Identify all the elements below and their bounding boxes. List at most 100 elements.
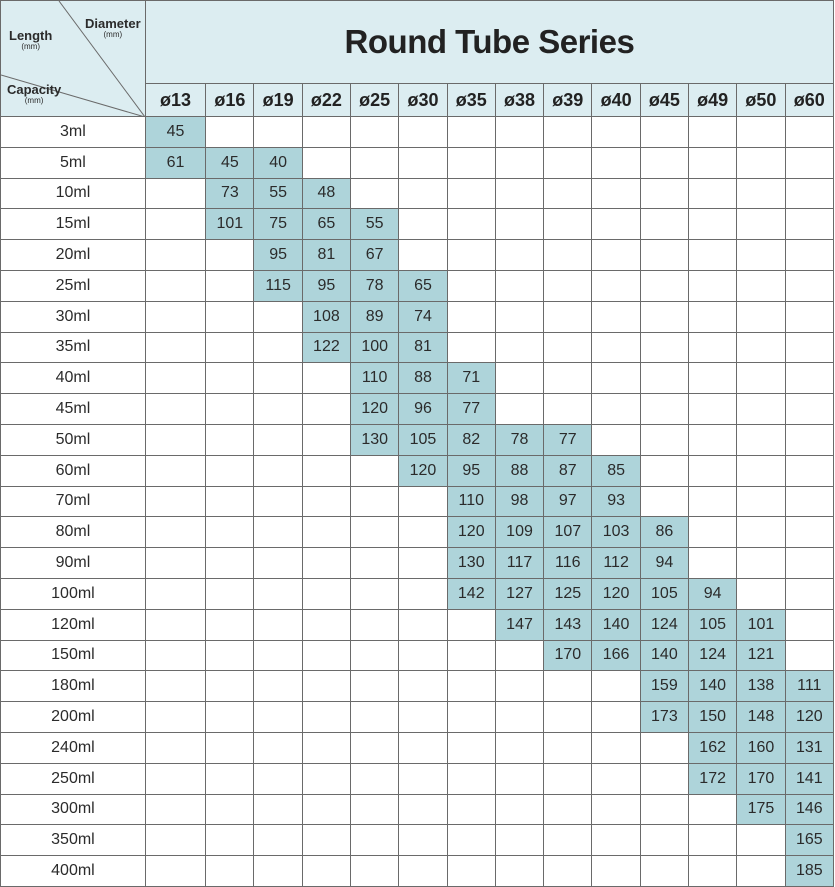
corner-diagonals [1, 1, 145, 116]
empty-cell [205, 731, 255, 764]
empty-cell [398, 762, 448, 795]
length-cell: 166 [591, 639, 641, 672]
length-cell: 107 [543, 516, 593, 549]
length-cell: 97 [543, 485, 593, 518]
empty-cell [301, 762, 352, 795]
empty-cell [253, 608, 303, 641]
capacity-label: Capacity (mm) [7, 82, 62, 105]
empty-cell [301, 423, 352, 456]
length-cell: 95 [446, 454, 496, 487]
empty-cell [144, 670, 207, 703]
empty-cell [543, 362, 593, 395]
empty-cell [253, 547, 303, 579]
empty-cell [639, 239, 690, 271]
empty-cell [350, 577, 400, 610]
empty-cell [736, 362, 786, 395]
empty-cell [301, 639, 352, 672]
empty-cell [398, 208, 448, 241]
corner-header: Length (mm) Diameter (mm) Capacity (mm) [0, 0, 146, 117]
empty-cell [639, 855, 690, 887]
empty-cell [736, 393, 786, 425]
empty-cell [205, 824, 255, 857]
empty-cell [446, 855, 496, 887]
diameter-header: ø49 [688, 83, 738, 117]
length-cell: 122 [301, 331, 352, 364]
capacity-cell: 30ml [0, 300, 146, 333]
empty-cell [639, 423, 690, 456]
empty-cell [301, 670, 352, 703]
empty-cell [543, 701, 593, 733]
length-cell: 100 [350, 331, 400, 364]
empty-cell [205, 639, 255, 672]
empty-cell [398, 547, 448, 579]
empty-cell [205, 239, 255, 271]
empty-cell [639, 393, 690, 425]
empty-cell [350, 547, 400, 579]
empty-cell [494, 701, 545, 733]
empty-cell [350, 793, 400, 826]
empty-cell [784, 547, 835, 579]
capacity-cell: 40ml [0, 362, 146, 395]
capacity-cell: 80ml [0, 516, 146, 549]
empty-cell [350, 762, 400, 795]
empty-cell [591, 300, 641, 333]
length-cell: 170 [543, 639, 593, 672]
empty-cell [446, 300, 496, 333]
empty-cell [446, 208, 496, 241]
length-cell: 148 [736, 701, 786, 733]
empty-cell [144, 793, 207, 826]
empty-cell [543, 331, 593, 364]
empty-cell [494, 670, 545, 703]
empty-cell [543, 762, 593, 795]
empty-cell [494, 393, 545, 425]
length-cell: 45 [144, 116, 207, 148]
length-cell: 165 [784, 824, 835, 857]
capacity-cell: 90ml [0, 547, 146, 579]
length-cell: 124 [688, 639, 738, 672]
empty-cell [253, 516, 303, 549]
capacity-row: 3ml 45 [0, 116, 835, 148]
empty-cell [639, 146, 690, 179]
length-cell: 48 [301, 177, 352, 210]
empty-cell [688, 239, 738, 271]
diameter-header: ø30 [398, 83, 448, 117]
empty-cell [301, 731, 352, 764]
empty-cell [639, 762, 690, 795]
empty-cell [446, 793, 496, 826]
length-cell: 127 [494, 577, 545, 610]
empty-cell [144, 269, 207, 302]
length-cell: 175 [736, 793, 786, 826]
empty-cell [736, 146, 786, 179]
diameter-header: ø39 [543, 83, 593, 117]
length-cell: 95 [253, 239, 303, 271]
empty-cell [301, 855, 352, 887]
empty-cell [543, 731, 593, 764]
empty-cell [398, 855, 448, 887]
length-cell: 120 [591, 577, 641, 610]
empty-cell [688, 793, 738, 826]
capacity-cell: 50ml [0, 423, 146, 456]
capacity-row: 25ml 115 95 78 65 [0, 269, 835, 302]
empty-cell [736, 331, 786, 364]
empty-cell [253, 701, 303, 733]
empty-cell [543, 116, 593, 148]
empty-cell [253, 577, 303, 610]
empty-cell [784, 423, 835, 456]
empty-cell [494, 208, 545, 241]
empty-cell [205, 793, 255, 826]
empty-cell [350, 608, 400, 641]
empty-cell [591, 670, 641, 703]
capacity-row: 60ml 120 95 88 87 85 [0, 454, 835, 487]
length-cell: 143 [543, 608, 593, 641]
empty-cell [784, 208, 835, 241]
diameter-header: ø60 [784, 83, 835, 117]
empty-cell [350, 516, 400, 549]
empty-cell [591, 239, 641, 271]
empty-cell [736, 208, 786, 241]
empty-cell [543, 177, 593, 210]
capacity-row: 90ml 130 117 116 112 94 [0, 547, 835, 579]
empty-cell [301, 547, 352, 579]
empty-cell [301, 577, 352, 610]
length-cell: 45 [205, 146, 255, 179]
